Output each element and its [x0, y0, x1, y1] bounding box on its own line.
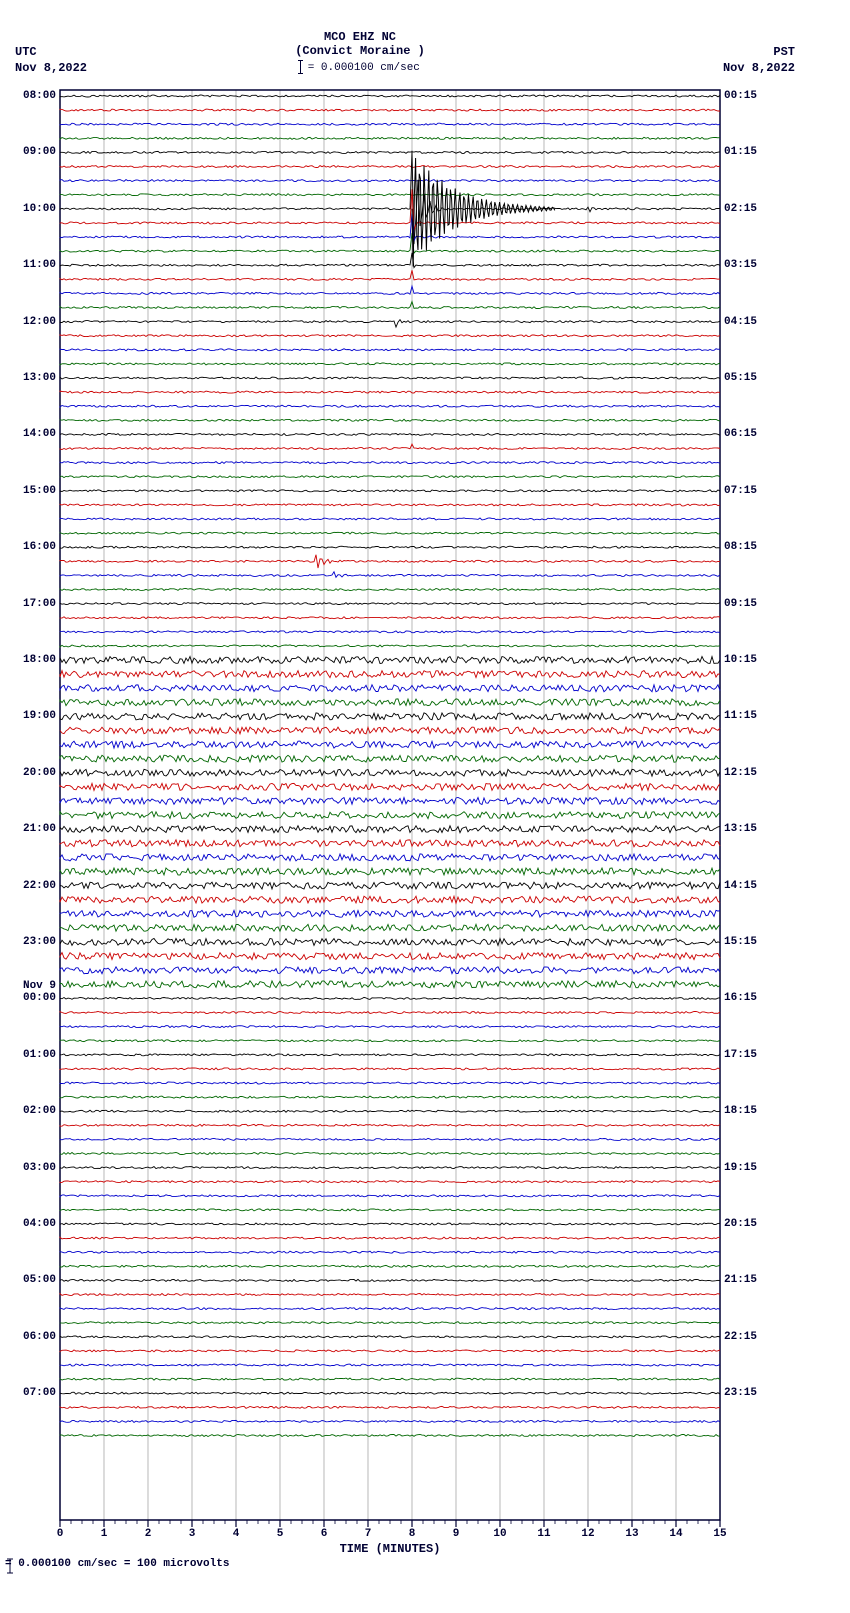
- utc-time-label: 05:00: [0, 1274, 56, 1286]
- x-tick-label: 11: [537, 1528, 550, 1540]
- x-tick-label: 15: [713, 1528, 726, 1540]
- utc-time-label: 01:00: [0, 1049, 56, 1061]
- x-tick-label: 14: [669, 1528, 682, 1540]
- x-tick-label: 12: [581, 1528, 594, 1540]
- utc-time-label: 14:00: [0, 428, 56, 440]
- utc-time-label: 09:00: [0, 146, 56, 158]
- x-tick-label: 0: [57, 1528, 64, 1540]
- x-tick-label: 7: [365, 1528, 372, 1540]
- pst-time-label: 05:15: [724, 372, 757, 384]
- date-marker: Nov 9: [0, 980, 56, 992]
- pst-time-label: 19:15: [724, 1162, 757, 1174]
- utc-time-label: 00:00: [0, 992, 56, 1004]
- utc-time-label: 17:00: [0, 598, 56, 610]
- x-tick-label: 2: [145, 1528, 152, 1540]
- utc-time-label: 22:00: [0, 880, 56, 892]
- pst-time-label: 08:15: [724, 541, 757, 553]
- pst-time-label: 12:15: [724, 767, 757, 779]
- x-tick-label: 4: [233, 1528, 240, 1540]
- pst-time-label: 09:15: [724, 598, 757, 610]
- pst-time-label: 13:15: [724, 823, 757, 835]
- utc-time-label: 16:00: [0, 541, 56, 553]
- pst-time-label: 14:15: [724, 880, 757, 892]
- pst-time-label: 07:15: [724, 485, 757, 497]
- pst-time-label: 22:15: [724, 1331, 757, 1343]
- utc-time-label: 03:00: [0, 1162, 56, 1174]
- utc-time-label: 12:00: [0, 316, 56, 328]
- utc-time-label: 02:00: [0, 1105, 56, 1117]
- pst-time-label: 06:15: [724, 428, 757, 440]
- x-tick-label: 1: [101, 1528, 108, 1540]
- pst-time-label: 00:15: [724, 90, 757, 102]
- pst-time-label: 11:15: [724, 710, 757, 722]
- utc-time-label: 18:00: [0, 654, 56, 666]
- utc-time-label: 10:00: [0, 203, 56, 215]
- pst-time-label: 17:15: [724, 1049, 757, 1061]
- pst-time-label: 03:15: [724, 259, 757, 271]
- seismogram-container: MCO EHZ NC (Convict Moraine ) = 0.000100…: [0, 0, 850, 1580]
- utc-time-label: 08:00: [0, 90, 56, 102]
- utc-time-label: 19:00: [0, 710, 56, 722]
- x-tick-label: 3: [189, 1528, 196, 1540]
- x-tick-label: 13: [625, 1528, 638, 1540]
- pst-time-label: 23:15: [724, 1387, 757, 1399]
- utc-time-label: 15:00: [0, 485, 56, 497]
- pst-time-label: 10:15: [724, 654, 757, 666]
- footer-scale-note: = 0.000100 cm/sec = 100 microvolts: [5, 1558, 229, 1570]
- pst-time-label: 16:15: [724, 992, 757, 1004]
- x-tick-label: 6: [321, 1528, 328, 1540]
- utc-time-label: 04:00: [0, 1218, 56, 1230]
- utc-time-label: 21:00: [0, 823, 56, 835]
- x-tick-label: 9: [453, 1528, 460, 1540]
- utc-time-label: 07:00: [0, 1387, 56, 1399]
- x-tick-label: 8: [409, 1528, 416, 1540]
- x-tick-label: 5: [277, 1528, 284, 1540]
- utc-time-label: 13:00: [0, 372, 56, 384]
- x-axis-title: TIME (MINUTES): [340, 1542, 441, 1556]
- utc-time-label: 06:00: [0, 1331, 56, 1343]
- footer-scale-icon: [5, 1558, 15, 1574]
- pst-time-label: 15:15: [724, 936, 757, 948]
- pst-time-label: 01:15: [724, 146, 757, 158]
- pst-time-label: 02:15: [724, 203, 757, 215]
- pst-time-label: 20:15: [724, 1218, 757, 1230]
- pst-time-label: 21:15: [724, 1274, 757, 1286]
- seismogram-plot: [0, 0, 850, 1580]
- pst-time-label: 04:15: [724, 316, 757, 328]
- utc-time-label: 11:00: [0, 259, 56, 271]
- x-tick-label: 10: [493, 1528, 506, 1540]
- pst-time-label: 18:15: [724, 1105, 757, 1117]
- utc-time-label: 23:00: [0, 936, 56, 948]
- utc-time-label: 20:00: [0, 767, 56, 779]
